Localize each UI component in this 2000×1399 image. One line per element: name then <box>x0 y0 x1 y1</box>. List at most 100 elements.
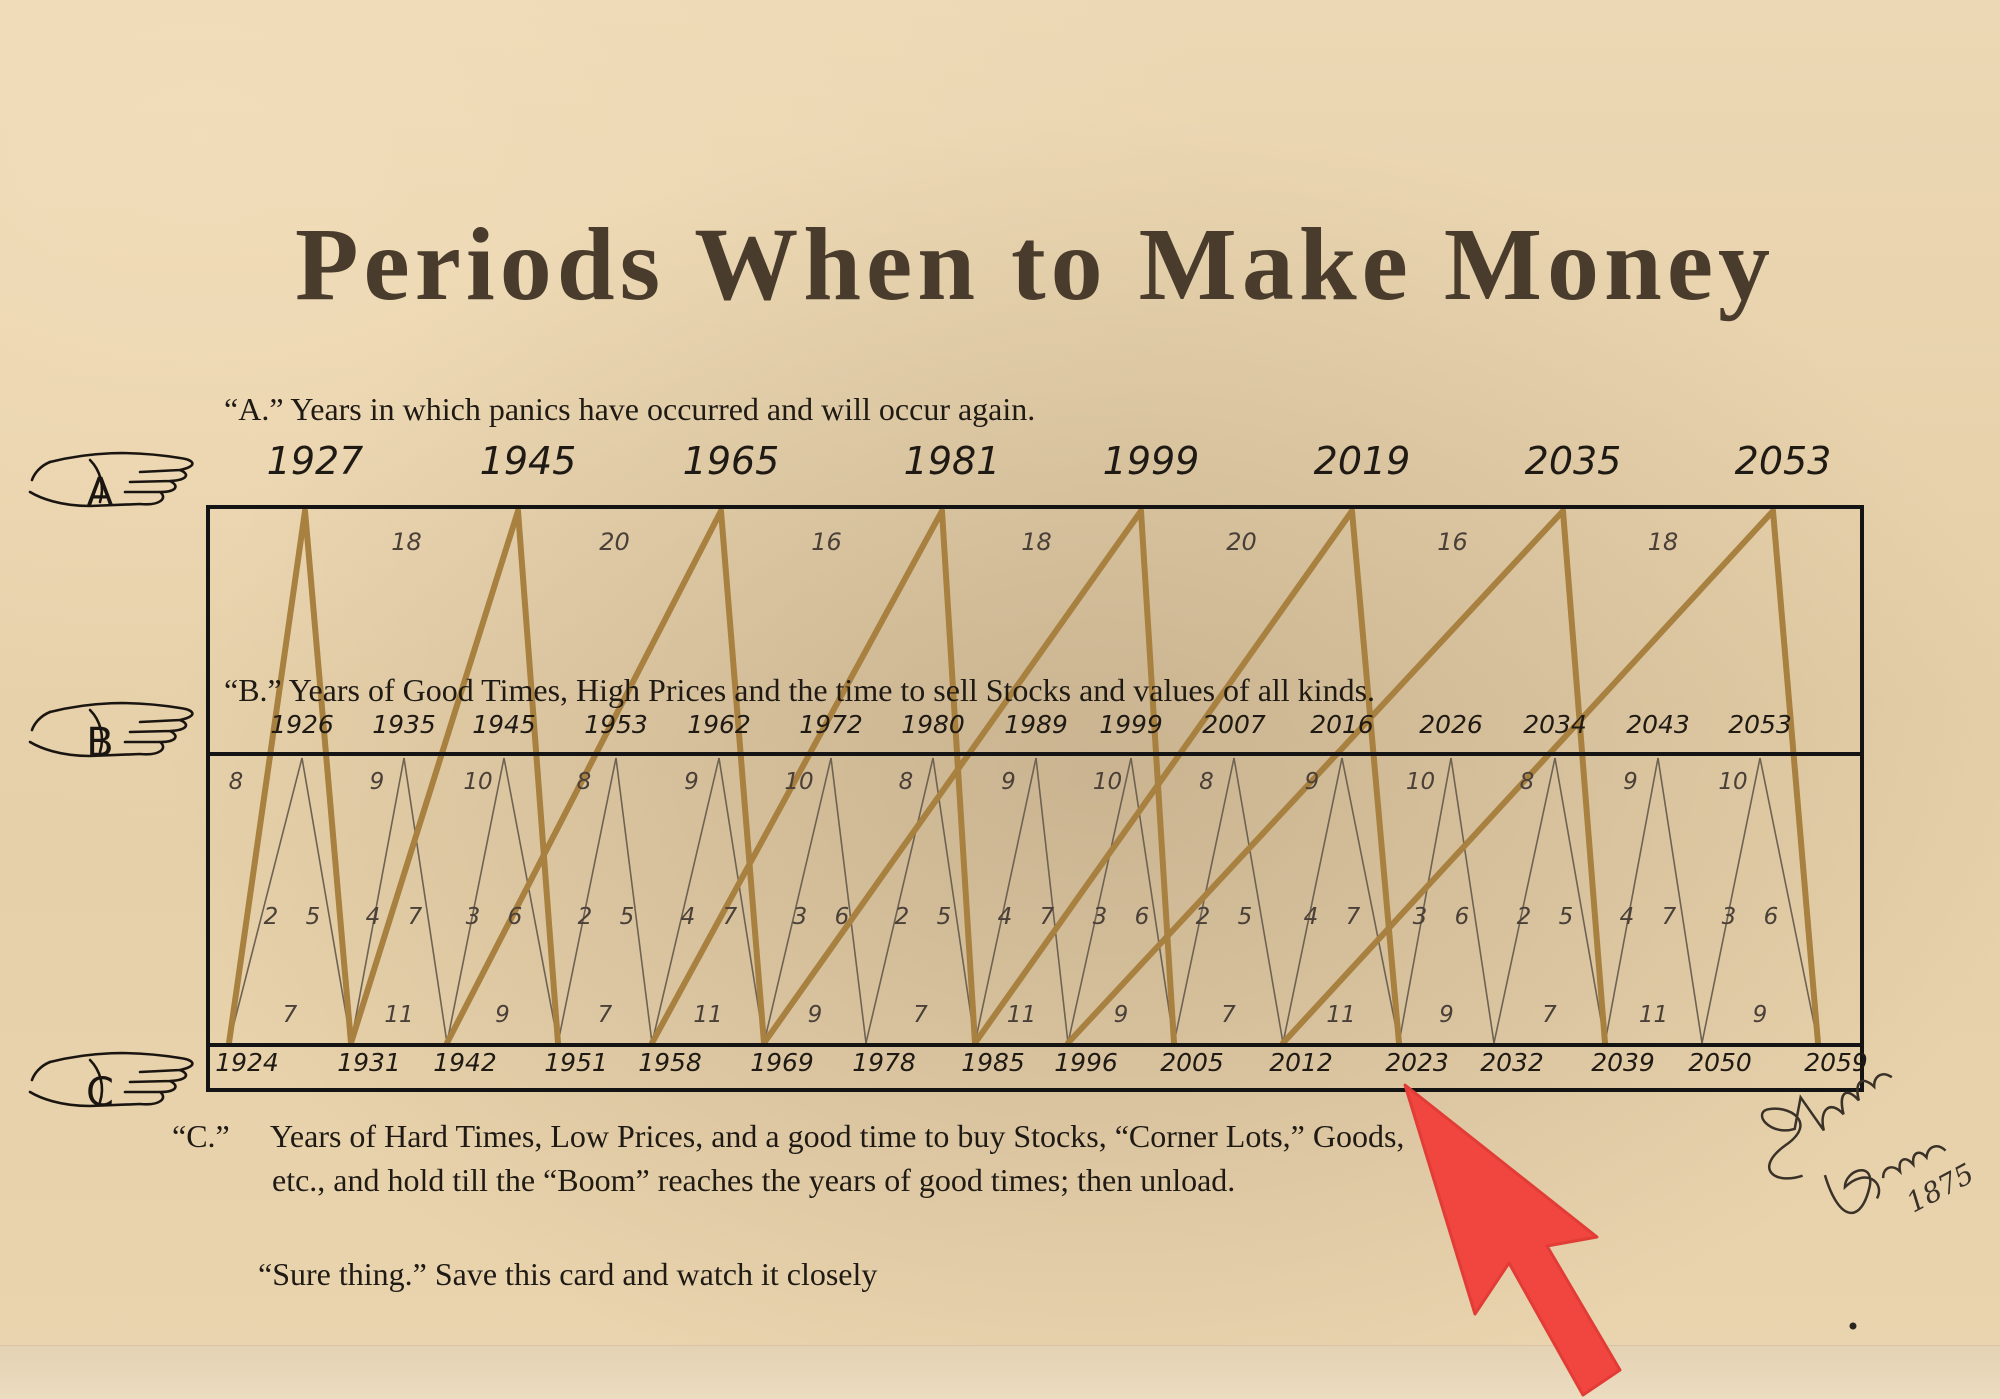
hard-times-year-label: 2059 <box>1804 1048 1868 1077</box>
fall-years-label: 7 <box>723 904 738 930</box>
note-c-line-1: Years of Hard Times, Low Prices, and a g… <box>270 1118 1405 1154</box>
fall-years-label: 7 <box>1040 904 1055 930</box>
hard-times-interval-label: 9 <box>1753 1002 1768 1028</box>
cycle-lines <box>226 508 1821 1046</box>
good-times-fall-line <box>301 757 352 1044</box>
good-times-interval-label: 10 <box>463 769 492 795</box>
panic-fall-line <box>1770 508 1821 1046</box>
paper-bottom-edge <box>0 1345 2000 1399</box>
good-times-interval-label: 10 <box>1406 769 1435 795</box>
signature-year: 1875 <box>1901 1157 1979 1220</box>
rise-years-label: 4 <box>1620 904 1635 930</box>
rise-years-label: 3 <box>1413 904 1428 930</box>
hard-times-year-label: 1931 <box>337 1048 401 1077</box>
good-times-year-label: 2034 <box>1523 710 1587 739</box>
rise-years-label: 4 <box>1304 904 1319 930</box>
hard-times-interval-label: 7 <box>598 1002 613 1028</box>
frame-outer <box>206 505 1864 1092</box>
hard-times-year-label: 1942 <box>433 1048 497 1077</box>
good-times-interval-label: 10 <box>1093 769 1122 795</box>
panic-fall-line <box>515 508 561 1046</box>
hard-times-year-label: 2023 <box>1385 1048 1449 1077</box>
panic-rise-line <box>972 508 1355 1046</box>
good-times-fall-line <box>1759 757 1819 1044</box>
hard-times-interval-label: 9 <box>808 1002 823 1028</box>
good-times-interval-label: 10 <box>784 769 813 795</box>
good-times-fall-line <box>1035 757 1069 1044</box>
good-times-year-label: 1935 <box>372 710 436 739</box>
good-times-year-label: 2026 <box>1419 710 1483 739</box>
panic-year-label: 2053 <box>1735 439 1832 483</box>
rise-years-label: 4 <box>681 904 696 930</box>
good-times-fall-line <box>1554 757 1606 1044</box>
good-times-fall-line <box>1657 757 1703 1044</box>
good-times-fall-line <box>932 757 976 1044</box>
hard-times-interval-label: 9 <box>495 1002 510 1028</box>
panic-interval-label: 20 <box>599 528 630 556</box>
note-c-line-2: etc., and hold till the “Boom” reaches t… <box>272 1162 1236 1198</box>
good-times-year-label: 2053 <box>1728 710 1792 739</box>
rise-years-label: 2 <box>895 904 910 930</box>
rise-years-label: 3 <box>793 904 808 930</box>
good-times-interval-label: 9 <box>1623 769 1638 795</box>
hard-times-interval-label: 7 <box>1221 1002 1236 1028</box>
panic-year-label: 1999 <box>1103 439 1200 483</box>
good-times-interval-label: 8 <box>577 769 592 795</box>
rise-years-label: 3 <box>1093 904 1108 930</box>
panic-fall-line <box>1349 508 1402 1046</box>
hard-times-year-label: 1969 <box>750 1048 814 1077</box>
panic-fall-line <box>302 508 354 1046</box>
hard-times-interval-label: 9 <box>1439 1002 1454 1028</box>
pointing-hand-letter: B <box>86 720 113 766</box>
good-times-rise-line <box>446 757 505 1044</box>
good-times-fall-line <box>1130 757 1175 1044</box>
note-sure-thing: “Sure thing.” Save this card and watch i… <box>258 1256 878 1292</box>
good-times-rise-line <box>1604 757 1659 1044</box>
good-times-rise-line <box>1282 757 1343 1044</box>
hard-times-year-label: 1951 <box>544 1048 608 1077</box>
hard-times-interval-label: 11 <box>1007 1002 1036 1028</box>
good-times-rise-line <box>1398 757 1452 1044</box>
hard-times-interval-label: 11 <box>1639 1002 1668 1028</box>
ink-dot <box>1849 1322 1857 1330</box>
good-times-fall-line <box>718 757 765 1044</box>
panic-interval-label: 16 <box>811 528 842 556</box>
rise-years-label: 3 <box>466 904 481 930</box>
hard-times-year-label: 2039 <box>1591 1048 1655 1077</box>
good-times-rise-line <box>1493 757 1556 1044</box>
rise-years-label: 4 <box>998 904 1013 930</box>
panic-interval-label: 16 <box>1437 528 1468 556</box>
signature-benner-stroke <box>1823 1145 1947 1215</box>
panic-interval-label: 18 <box>1021 528 1052 556</box>
panic-interval-label: 20 <box>1226 528 1257 556</box>
fall-years-label: 5 <box>937 904 952 930</box>
fall-years-label: 7 <box>1662 904 1677 930</box>
rise-years-label: 2 <box>1517 904 1532 930</box>
fall-years-label: 6 <box>1764 904 1779 930</box>
hard-times-interval-label: 7 <box>913 1002 928 1028</box>
good-times-rise-line <box>1701 757 1761 1044</box>
hard-times-interval-label: 7 <box>1542 1002 1557 1028</box>
pointing-hand-b-icon: B <box>28 701 194 766</box>
good-times-rise-line <box>865 757 934 1044</box>
hard-times-interval-label: 11 <box>693 1002 722 1028</box>
good-times-fall-line <box>503 757 559 1044</box>
panic-rise-line <box>226 508 308 1046</box>
panic-fall-line <box>939 508 978 1046</box>
good-times-year-label: 1972 <box>799 710 863 739</box>
good-times-rise-line <box>763 757 832 1044</box>
good-times-year-label: 1926 <box>270 710 334 739</box>
hard-times-year-label: 1996 <box>1054 1048 1118 1077</box>
good-times-interval-label: 8 <box>899 769 914 795</box>
note-a: “A.” Years in which panics have occurred… <box>224 391 1036 427</box>
good-times-rise-line <box>974 757 1037 1044</box>
fall-years-label: 5 <box>1238 904 1253 930</box>
hard-times-year-label: 2032 <box>1480 1048 1544 1077</box>
fall-years-label: 5 <box>620 904 635 930</box>
good-times-year-label: 1989 <box>1004 710 1068 739</box>
panic-interval-label: 18 <box>391 528 422 556</box>
panic-rise-line <box>649 508 945 1046</box>
